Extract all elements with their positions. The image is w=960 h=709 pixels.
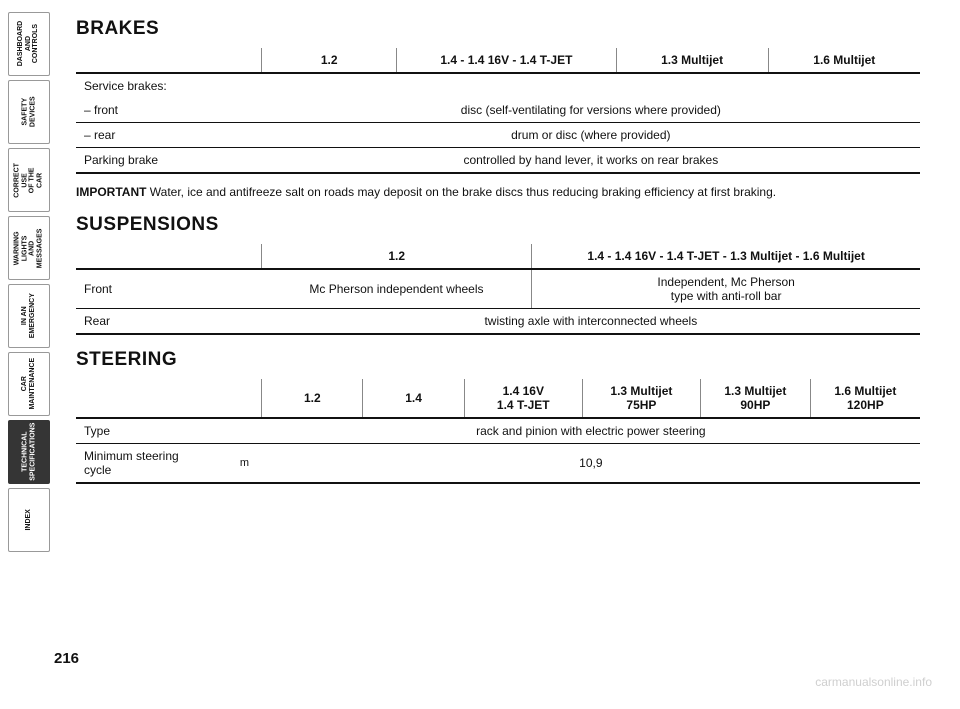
steer-turn-value: 10,9 [262,444,920,484]
steer-type-label: Type [76,418,262,444]
steering-table: 1.2 1.4 1.4 16V 1.4 T-JET 1.3 Multijet 7… [76,379,920,484]
steer-col-1: 1.2 [262,379,363,418]
tab-maintenance[interactable]: CAR MAINTENANCE [8,352,50,416]
steer-col-3: 1.4 16V 1.4 T-JET [464,379,582,418]
susp-front-v2: Independent, Mc Pherson type with anti-r… [532,269,920,309]
suspensions-heading: SUSPENSIONS [76,214,920,236]
steer-turn-unit: m [228,444,262,484]
suspensions-table: 1.2 1.4 - 1.4 16V - 1.4 T-JET - 1.3 Mult… [76,244,920,335]
brakes-table: 1.2 1.4 - 1.4 16V - 1.4 T-JET 1.3 Multij… [76,48,920,174]
brakes-col-4: 1.6 Multijet [768,48,920,73]
brakes-front-label: – front [76,98,262,123]
brakes-col-1: 1.2 [262,48,397,73]
susp-col-1: 1.2 [262,244,532,269]
steering-heading: STEERING [76,349,920,371]
tab-safety[interactable]: SAFETY DEVICES [8,80,50,144]
brakes-col-2: 1.4 - 1.4 16V - 1.4 T-JET [397,48,616,73]
susp-front-label: Front [76,269,262,309]
brakes-service-label: Service brakes: [76,73,262,98]
tab-index[interactable]: INDEX [8,488,50,552]
brakes-rear-value: drum or disc (where provided) [262,123,920,148]
susp-col-2: 1.4 - 1.4 16V - 1.4 T-JET - 1.3 Multijet… [532,244,920,269]
tab-correct-use[interactable]: CORRECT USE OF THE CAR [8,148,50,212]
tab-dashboard[interactable]: DASHBOARD AND CONTROLS [8,12,50,76]
steer-col-5: 1.3 Multijet 90HP [701,379,811,418]
brakes-heading: BRAKES [76,18,920,40]
tab-emergency[interactable]: IN AN EMERGENCY [8,284,50,348]
steer-col-2: 1.4 [363,379,464,418]
brakes-parking-value: controlled by hand lever, it works on re… [262,148,920,174]
susp-rear-label: Rear [76,309,262,335]
brakes-rear-label: – rear [76,123,262,148]
tab-technical[interactable]: TECHNICAL SPECIFICATIONS [8,420,50,484]
page-number: 216 [54,650,79,667]
page-content: BRAKES 1.2 1.4 - 1.4 16V - 1.4 T-JET 1.3… [52,0,960,709]
steer-col-6: 1.6 Multijet 120HP [810,379,920,418]
tab-warnings[interactable]: WARNING LIGHTS AND MESSAGES [8,216,50,280]
brakes-parking-label: Parking brake [76,148,262,174]
susp-rear-value: twisting axle with interconnected wheels [262,309,920,335]
steer-type-value: rack and pinion with electric power stee… [262,418,920,444]
susp-front-v1: Mc Pherson independent wheels [262,269,532,309]
steer-turn-label: Minimum steering cycle [76,444,228,484]
brakes-col-3: 1.3 Multijet [616,48,768,73]
watermark: carmanualsonline.info [815,675,932,689]
sidebar-tabs: DASHBOARD AND CONTROLS SAFETY DEVICES CO… [0,0,52,709]
steer-col-4: 1.3 Multijet 75HP [582,379,700,418]
brakes-note: IMPORTANT Water, ice and antifreeze salt… [76,184,920,200]
brakes-front-value: disc (self-ventilating for versions wher… [262,98,920,123]
